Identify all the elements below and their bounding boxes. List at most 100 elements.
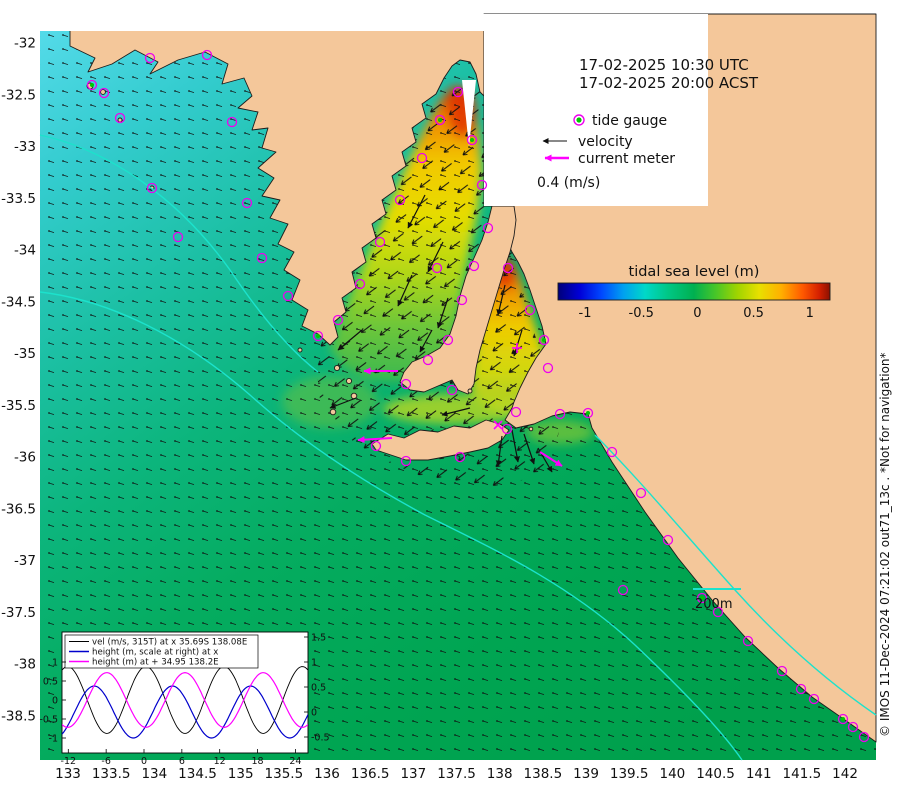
map-legend: tide gauge velocity current meter 0.4 (m…: [537, 113, 675, 191]
tick-label: 133.5: [92, 766, 131, 782]
colorbar-title: tidal sea level (m): [629, 264, 760, 280]
tick-label: 138.5: [524, 766, 563, 782]
y-axis-tick-labels: -32 -32.5 -33 -33.5 -34 -34.5 -35 -35.5 -36 -36.5…: [1, 36, 36, 725]
tick-label: 1: [52, 658, 58, 669]
tide-gauge-dots: [90, 83, 845, 721]
tick-label: -32: [14, 36, 36, 52]
velocity-label: velocity: [578, 134, 633, 150]
tick-label: 0: [311, 708, 317, 719]
land-kangaroo-island: [371, 419, 510, 461]
colorbar: tidal sea level (m) -1 -0.5 0 0.5 1: [557, 264, 831, 321]
tick-label: 134: [141, 766, 167, 782]
velocity-scale-label: 0.4 (m/s): [537, 175, 600, 191]
tick-label: 0.5: [311, 683, 326, 694]
inset-series: [62, 685, 308, 739]
domain-masks: [40, 14, 708, 206]
tick-label: 24: [289, 756, 301, 767]
colorbar-tick-labels: -1 -0.5 0 0.5 1: [579, 306, 814, 321]
tick-label: -0.5: [39, 715, 58, 726]
inset-series: [62, 671, 308, 729]
map-plot-area: 200m: [39, 13, 877, 761]
tick-label: -0.5: [629, 306, 654, 321]
inset-legend-vel: vel (m/s, 315T) at x 35.69S 138.08E: [92, 638, 247, 648]
tick-label: 137: [400, 766, 426, 782]
tick-label: 139.5: [610, 766, 649, 782]
tick-label: 133: [55, 766, 81, 782]
inset-legend-height-x: height (m, scale at right) at x: [92, 648, 218, 658]
tick-label: -1: [579, 306, 592, 321]
tick-label: -12: [61, 756, 77, 767]
tick-label: -38: [14, 657, 36, 673]
tick-label: -34.5: [1, 294, 36, 310]
tick-label: 0.5: [743, 306, 764, 321]
tick-label: 0: [141, 756, 147, 767]
mask-port-augusta-notch: [462, 80, 476, 147]
tick-label: 18: [251, 756, 263, 767]
tick-label: 1: [806, 306, 814, 321]
tick-label: -6: [101, 756, 110, 767]
tick-label: -1: [49, 734, 58, 745]
timestamp-local: 17-02-2025 20:00 ACST: [579, 74, 759, 92]
timestamp-utc: 17-02-2025 10:30 UTC: [579, 56, 749, 74]
contour-legend-label: 200m: [695, 597, 732, 612]
tick-label: 141: [746, 766, 772, 782]
tick-label: -37: [14, 553, 36, 569]
tide-gauge-icon-dot: [576, 117, 582, 123]
tick-label: 137.5: [437, 766, 476, 782]
tick-label: -37.5: [1, 605, 36, 621]
tick-label: 1: [311, 658, 317, 669]
tick-label: 142: [832, 766, 858, 782]
tick-label: -36.5: [1, 501, 36, 517]
inset-curves: [62, 666, 308, 739]
tick-label: -36: [14, 450, 36, 466]
inset-left-ticks: 1 0.5 0 -0.5 -1: [39, 658, 66, 745]
tick-label: 135: [228, 766, 254, 782]
tick-label: 12: [214, 756, 226, 767]
tick-label: 0: [693, 306, 701, 321]
tick-label: -35.5: [1, 398, 36, 414]
tick-label: -0.5: [311, 733, 330, 744]
tide-gauge-icon: [573, 114, 585, 126]
tick-label: -33: [14, 139, 36, 155]
tick-label: 134.5: [178, 766, 217, 782]
tick-label: 0.5: [43, 677, 58, 688]
tick-label: 140: [659, 766, 685, 782]
tide-gauge-label: tide gauge: [592, 113, 667, 129]
tick-label: 138: [487, 766, 513, 782]
velocity-arrows-large: [329, 194, 553, 473]
colorbar-gradient: [557, 282, 831, 301]
inset-x-ticks: -12 -6 0 6 12 18 24: [61, 749, 301, 767]
tick-label: 136.5: [351, 766, 390, 782]
tick-label: 0: [52, 696, 58, 707]
tick-label: -38.5: [1, 709, 36, 725]
inset-timeseries: vel (m/s, 315T) at x 35.69S 138.08E heig…: [39, 631, 330, 767]
tick-label: 135.5: [265, 766, 304, 782]
inset-series: [62, 666, 308, 734]
tide-gauge-markers: [86, 49, 870, 743]
tick-label: 6: [179, 756, 185, 767]
tick-label: 141.5: [783, 766, 822, 782]
tick-label: 140.5: [696, 766, 735, 782]
tick-label: 1.5: [311, 633, 326, 644]
x-marker: [493, 420, 503, 430]
mask-northeast: [484, 14, 708, 206]
x-axis-tick-labels: 133 133.5 134 134.5 135 135.5 136 136.5 137 137.5…: [55, 766, 858, 782]
contour-200m-shelf: [39, 291, 743, 761]
current-meter-arrows: [357, 367, 563, 467]
tick-label: -35: [14, 346, 36, 362]
inset-legend-height-plus: height (m) at + 34.95 138.2E: [92, 658, 219, 668]
tick-label: -33.5: [1, 191, 36, 207]
mask-top-strip: [40, 14, 484, 31]
tick-label: -34: [14, 243, 36, 259]
tick-label: -32.5: [1, 87, 36, 103]
tick-label: 136: [314, 766, 340, 782]
current-meter-label: current meter: [578, 151, 675, 167]
inset-legend-box: [64, 634, 259, 669]
station-cross-markers: [493, 343, 522, 430]
contour-200m-west: [39, 134, 319, 373]
inset-right-ticks: 1.5 1 0.5 0 -0.5: [304, 633, 330, 744]
plus-marker: [512, 343, 522, 353]
watermark-vertical: © IMOS 11-Dec-2024 07:21:02 out71_13c . …: [878, 352, 892, 737]
tick-label: 139: [573, 766, 599, 782]
